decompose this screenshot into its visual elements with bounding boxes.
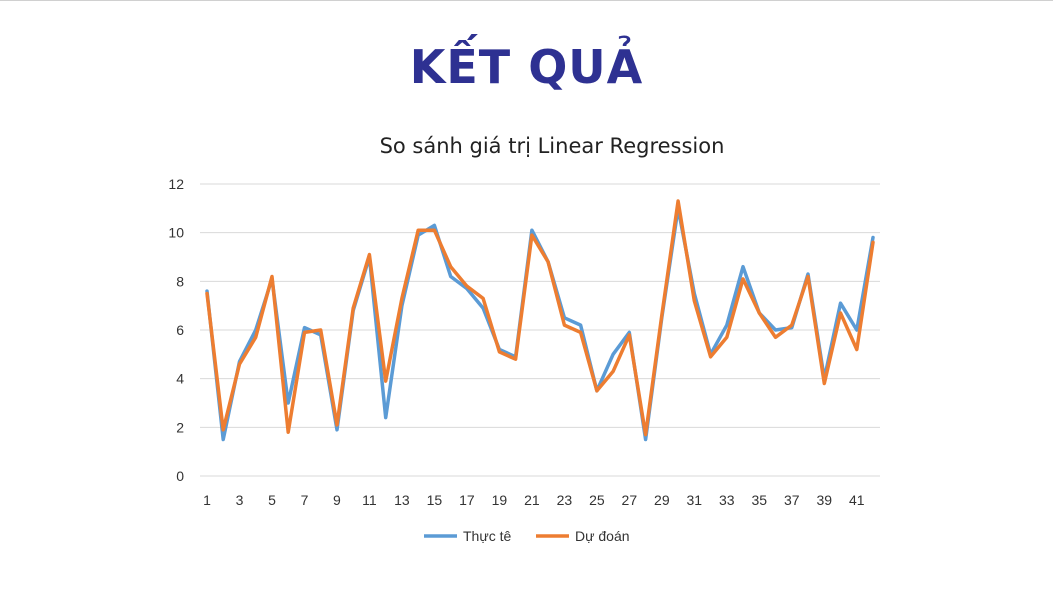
x-tick-label: 21 (524, 492, 540, 508)
series-line-1 (205, 206, 875, 442)
y-tick-label: 8 (176, 273, 184, 289)
x-tick-label: 31 (687, 492, 703, 508)
x-tick-label: 15 (427, 492, 443, 508)
x-tick-label: 23 (557, 492, 573, 508)
y-tick-label: 10 (168, 225, 184, 241)
slide-title: KẾT QUẢ (409, 40, 644, 94)
x-tick-label: 33 (719, 492, 735, 508)
x-tick-label: 17 (459, 492, 475, 508)
x-tick-label: 3 (236, 492, 244, 508)
x-tick-label: 27 (622, 492, 638, 508)
x-tick-label: 35 (752, 492, 768, 508)
x-tick-label: 41 (849, 492, 865, 508)
x-tick-label: 13 (394, 492, 410, 508)
y-tick-label: 2 (176, 419, 184, 435)
y-tick-label: 6 (176, 322, 184, 338)
y-axis-ticks: 0 2 4 6 8 10 12 (168, 176, 184, 484)
x-tick-label: 7 (301, 492, 309, 508)
x-tick-label: 39 (816, 492, 832, 508)
legend-label: Dự đoán (575, 528, 630, 544)
x-tick-label: 37 (784, 492, 800, 508)
x-tick-label: 11 (362, 492, 377, 508)
legend: Thực tê Dự đoán (424, 528, 630, 544)
x-tick-label: 29 (654, 492, 670, 508)
x-axis-ticks: 1 3 5 7 9 11 13 15 17 19 21 23 25 27 29 31 33 35 37 39 41 (203, 492, 865, 508)
x-tick-label: 19 (492, 492, 508, 508)
legend-label: Thực tê (463, 528, 511, 544)
chart-panel: So sánh giá trị Linear Regression 0 2 4 6 8 1… (148, 116, 904, 566)
line-chart: So sánh giá trị Linear Regression 0 2 4 6 8 1… (168, 134, 880, 544)
y-tick-label: 0 (176, 468, 184, 484)
series-line-2 (205, 199, 875, 437)
x-tick-label: 1 (203, 492, 211, 508)
top-divider (0, 0, 1053, 1)
y-tick-label: 12 (168, 176, 184, 192)
x-tick-label: 25 (589, 492, 605, 508)
y-tick-label: 4 (176, 371, 184, 387)
x-tick-label: 5 (268, 492, 276, 508)
series-lines (205, 199, 875, 442)
x-tick-label: 9 (333, 492, 341, 508)
chart-title: So sánh giá trị Linear Regression (380, 134, 725, 158)
